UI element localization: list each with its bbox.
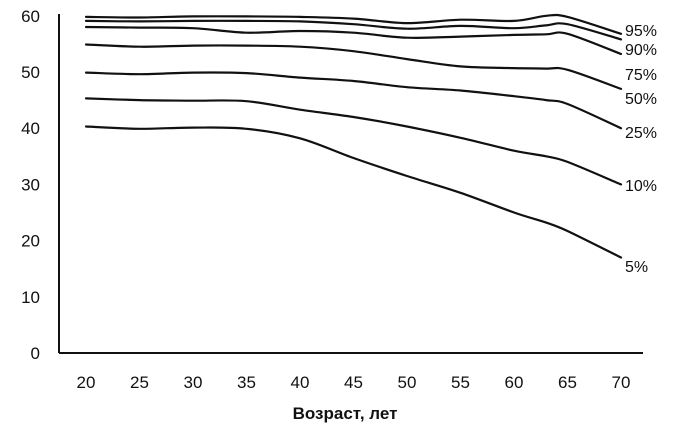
x-tick-label: 25	[130, 373, 149, 392]
x-tick-label: 65	[558, 373, 577, 392]
series-label: 50%	[625, 91, 657, 108]
series-label: 90%	[625, 42, 657, 59]
x-tick-label: 40	[291, 373, 310, 392]
series-label: 25%	[625, 125, 657, 142]
y-tick-label: 50	[21, 63, 40, 82]
series-line	[84, 43, 623, 90]
series-line	[84, 97, 623, 186]
x-tick-labels: 20 25 30 35 40 45 50 55 60 65 70	[77, 373, 631, 392]
x-tick-label: 60	[505, 373, 524, 392]
y-tick-labels: 0 10 20 30 40 50 60	[21, 7, 40, 363]
x-tick-label: 30	[184, 373, 203, 392]
axes	[58, 14, 643, 354]
series-line	[84, 19, 623, 41]
series-line	[84, 13, 623, 35]
series-line	[84, 25, 623, 56]
series-label: 5%	[625, 259, 648, 276]
x-tick-label: 50	[398, 373, 417, 392]
y-tick-label: 20	[21, 232, 40, 251]
x-tick-label: 45	[344, 373, 363, 392]
series-line	[84, 125, 623, 259]
series-label: 75%	[625, 67, 657, 84]
x-axis-title: Возраст, лет	[293, 404, 398, 423]
x-tick-label: 20	[77, 373, 96, 392]
series-label: 95%	[625, 23, 657, 40]
x-tick-label: 35	[237, 373, 256, 392]
y-tick-label: 10	[21, 288, 40, 307]
y-tick-label: 60	[21, 7, 40, 26]
y-tick-label: 40	[21, 119, 40, 138]
y-tick-label: 30	[21, 175, 40, 194]
series-lines	[84, 13, 623, 259]
x-tick-label: 55	[451, 373, 470, 392]
series-label: 10%	[625, 178, 657, 195]
y-tick-label: 0	[31, 344, 40, 363]
series-line	[84, 71, 623, 130]
x-tick-label: 70	[612, 373, 631, 392]
series-labels: 95% 90% 75% 50% 25% 10% 5%	[625, 23, 657, 276]
